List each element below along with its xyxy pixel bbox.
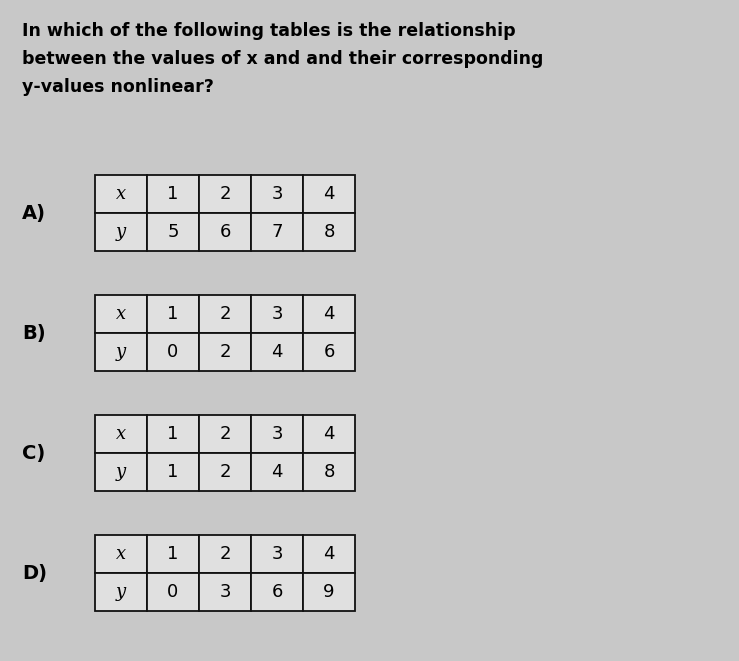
Bar xyxy=(95,213,147,251)
Bar xyxy=(95,415,147,453)
Bar xyxy=(147,535,199,573)
Text: 6: 6 xyxy=(324,343,335,361)
Bar xyxy=(303,573,355,611)
Text: between the values of x and and their corresponding: between the values of x and and their co… xyxy=(22,50,543,68)
Text: 4: 4 xyxy=(323,305,335,323)
Bar xyxy=(251,175,303,213)
Text: 5: 5 xyxy=(167,223,179,241)
Text: 3: 3 xyxy=(271,545,283,563)
Text: y: y xyxy=(116,223,126,241)
Text: 1: 1 xyxy=(167,545,179,563)
Text: 4: 4 xyxy=(323,425,335,443)
Bar xyxy=(95,453,147,491)
Text: 1: 1 xyxy=(167,425,179,443)
Bar xyxy=(95,295,147,333)
Text: 4: 4 xyxy=(323,545,335,563)
Bar xyxy=(303,213,355,251)
Bar xyxy=(199,175,251,213)
Bar xyxy=(303,415,355,453)
Text: 9: 9 xyxy=(323,583,335,601)
Text: 2: 2 xyxy=(219,463,231,481)
Text: A): A) xyxy=(22,204,46,223)
Bar xyxy=(199,415,251,453)
Bar xyxy=(147,573,199,611)
Text: 3: 3 xyxy=(219,583,231,601)
Text: 6: 6 xyxy=(219,223,231,241)
Text: 8: 8 xyxy=(324,463,335,481)
Text: 1: 1 xyxy=(167,185,179,203)
Bar xyxy=(251,295,303,333)
Text: 2: 2 xyxy=(219,343,231,361)
Text: 0: 0 xyxy=(167,583,179,601)
Bar xyxy=(251,573,303,611)
Bar xyxy=(95,573,147,611)
Bar xyxy=(303,535,355,573)
Text: 2: 2 xyxy=(219,545,231,563)
Bar xyxy=(147,333,199,371)
Text: 1: 1 xyxy=(167,463,179,481)
Bar xyxy=(303,295,355,333)
Bar xyxy=(95,535,147,573)
Bar xyxy=(199,573,251,611)
Bar xyxy=(199,333,251,371)
Text: 3: 3 xyxy=(271,425,283,443)
Text: x: x xyxy=(116,305,126,323)
Text: D): D) xyxy=(22,563,47,582)
Text: In which of the following tables is the relationship: In which of the following tables is the … xyxy=(22,22,516,40)
Text: 2: 2 xyxy=(219,305,231,323)
Text: 1: 1 xyxy=(167,305,179,323)
Text: 4: 4 xyxy=(271,463,283,481)
Text: y: y xyxy=(116,583,126,601)
Bar xyxy=(95,175,147,213)
Bar xyxy=(199,213,251,251)
Bar xyxy=(199,295,251,333)
Bar xyxy=(147,213,199,251)
Bar xyxy=(251,535,303,573)
Text: x: x xyxy=(116,545,126,563)
Bar xyxy=(199,453,251,491)
Bar xyxy=(199,535,251,573)
Text: 6: 6 xyxy=(271,583,283,601)
Bar xyxy=(147,295,199,333)
Bar xyxy=(251,213,303,251)
Bar xyxy=(251,333,303,371)
Text: 3: 3 xyxy=(271,185,283,203)
Text: x: x xyxy=(116,185,126,203)
Bar xyxy=(251,453,303,491)
Bar xyxy=(147,453,199,491)
Text: x: x xyxy=(116,425,126,443)
Bar xyxy=(303,175,355,213)
Text: y: y xyxy=(116,343,126,361)
Bar xyxy=(303,333,355,371)
Text: 4: 4 xyxy=(271,343,283,361)
Text: 4: 4 xyxy=(323,185,335,203)
Bar xyxy=(147,415,199,453)
Text: B): B) xyxy=(22,323,46,342)
Text: 7: 7 xyxy=(271,223,283,241)
Text: 3: 3 xyxy=(271,305,283,323)
Text: 0: 0 xyxy=(167,343,179,361)
Bar xyxy=(303,453,355,491)
Text: 8: 8 xyxy=(324,223,335,241)
Text: y: y xyxy=(116,463,126,481)
Text: 2: 2 xyxy=(219,185,231,203)
Bar xyxy=(147,175,199,213)
Bar xyxy=(95,333,147,371)
Text: C): C) xyxy=(22,444,45,463)
Text: 2: 2 xyxy=(219,425,231,443)
Text: y-values nonlinear?: y-values nonlinear? xyxy=(22,78,214,96)
Bar xyxy=(251,415,303,453)
